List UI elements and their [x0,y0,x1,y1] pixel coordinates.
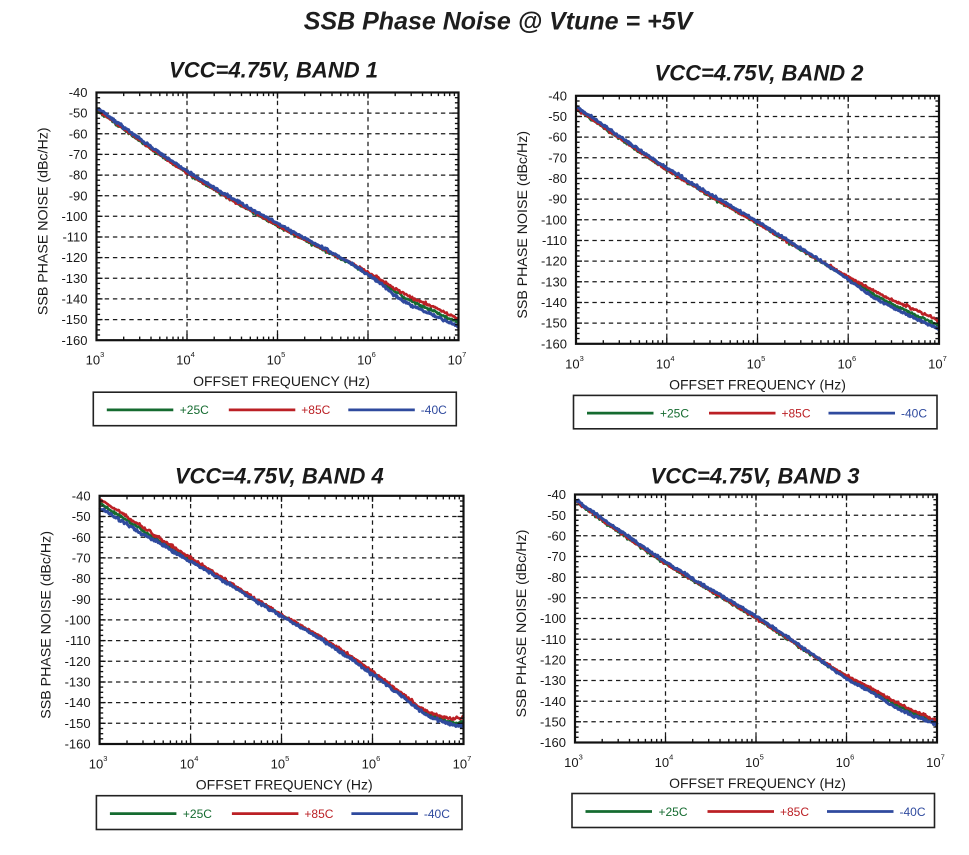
svg-text:-40: -40 [69,85,88,100]
svg-text:-150: -150 [65,716,91,731]
svg-text:105: 105 [745,753,764,771]
svg-text:-140: -140 [541,295,567,310]
svg-text:-60: -60 [548,130,567,145]
svg-text:OFFSET FREQUENCY (Hz): OFFSET FREQUENCY (Hz) [196,777,373,793]
svg-text:-120: -120 [65,654,91,669]
svg-text:+85C: +85C [301,403,330,417]
svg-text:-80: -80 [72,571,91,586]
svg-text:-100: -100 [65,613,91,628]
svg-text:-80: -80 [69,168,88,183]
svg-text:SSB Phase Noise @ Vtune = +5V: SSB Phase Noise @ Vtune = +5V [304,8,695,36]
svg-text:+85C: +85C [780,805,809,819]
svg-text:-100: -100 [61,209,87,224]
svg-text:+85C: +85C [782,406,811,420]
svg-text:-120: -120 [541,254,567,269]
svg-text:-130: -130 [61,271,87,286]
svg-text:-110: -110 [542,233,567,248]
svg-text:-40C: -40C [901,406,927,420]
svg-text:105: 105 [271,754,290,772]
svg-text:-130: -130 [541,274,567,289]
svg-text:-60: -60 [72,530,91,545]
svg-text:104: 104 [656,354,675,372]
svg-text:-90: -90 [548,192,567,207]
svg-text:-130: -130 [65,675,91,690]
svg-text:-50: -50 [72,509,91,524]
svg-text:-110: -110 [541,632,566,647]
svg-text:-90: -90 [72,592,91,607]
svg-text:-160: -160 [61,333,87,348]
svg-text:OFFSET FREQUENCY (Hz): OFFSET FREQUENCY (Hz) [669,775,846,791]
svg-text:106: 106 [836,753,855,771]
svg-text:+85C: +85C [304,807,333,821]
svg-text:-110: -110 [62,230,87,245]
svg-text:-160: -160 [65,737,91,752]
svg-text:105: 105 [747,354,766,372]
svg-text:OFFSET FREQUENCY (Hz): OFFSET FREQUENCY (Hz) [669,376,846,392]
svg-text:105: 105 [267,350,286,368]
svg-text:SSB PHASE NOISE (dBc/Hz): SSB PHASE NOISE (dBc/Hz) [515,131,531,319]
svg-text:104: 104 [176,350,195,368]
svg-text:-60: -60 [547,528,566,543]
svg-text:-150: -150 [541,316,567,331]
svg-text:-150: -150 [61,312,87,327]
svg-text:-70: -70 [72,551,91,566]
svg-text:-40: -40 [548,88,567,103]
svg-text:-160: -160 [541,336,567,351]
svg-text:-90: -90 [69,188,88,203]
svg-text:-160: -160 [540,735,566,750]
svg-text:VCC=4.75V, BAND 4: VCC=4.75V, BAND 4 [175,464,384,489]
svg-text:-100: -100 [540,611,566,626]
svg-text:106: 106 [362,754,381,772]
svg-text:106: 106 [357,350,376,368]
svg-text:-40C: -40C [421,403,447,417]
svg-text:-140: -140 [540,694,566,709]
svg-text:-80: -80 [548,171,567,186]
svg-text:-90: -90 [547,590,566,605]
svg-text:-40: -40 [547,487,566,502]
svg-text:SSB PHASE NOISE (dBc/Hz): SSB PHASE NOISE (dBc/Hz) [39,531,55,719]
svg-text:SSB PHASE NOISE (dBc/Hz): SSB PHASE NOISE (dBc/Hz) [36,127,52,315]
svg-text:SSB PHASE NOISE (dBc/Hz): SSB PHASE NOISE (dBc/Hz) [514,530,530,718]
svg-text:-40C: -40C [424,807,450,821]
svg-text:106: 106 [837,354,856,372]
svg-text:+25C: +25C [659,805,688,819]
svg-text:OFFSET FREQUENCY (Hz): OFFSET FREQUENCY (Hz) [193,373,370,389]
svg-text:104: 104 [655,753,674,771]
svg-text:-130: -130 [540,673,566,688]
svg-text:-50: -50 [547,508,566,523]
svg-text:-70: -70 [548,150,567,165]
svg-text:-140: -140 [61,292,87,307]
svg-text:-120: -120 [61,250,87,265]
svg-text:107: 107 [928,354,947,372]
svg-text:+25C: +25C [183,807,212,821]
svg-text:103: 103 [564,753,583,771]
svg-text:107: 107 [926,753,945,771]
svg-text:-70: -70 [547,549,566,564]
svg-text:107: 107 [448,350,467,368]
svg-text:VCC=4.75V, BAND 1: VCC=4.75V, BAND 1 [169,57,378,82]
svg-text:103: 103 [89,754,108,772]
svg-text:+25C: +25C [180,403,209,417]
svg-text:VCC=4.75V, BAND 3: VCC=4.75V, BAND 3 [651,463,860,488]
svg-text:107: 107 [453,754,472,772]
svg-text:104: 104 [180,754,199,772]
svg-text:-80: -80 [547,570,566,585]
svg-text:-50: -50 [69,106,88,121]
svg-text:-100: -100 [541,212,567,227]
svg-text:-40C: -40C [900,805,926,819]
svg-text:-70: -70 [69,147,88,162]
svg-text:-50: -50 [548,109,567,124]
svg-text:+25C: +25C [660,406,689,420]
svg-text:103: 103 [86,350,105,368]
svg-text:-120: -120 [540,652,566,667]
svg-text:VCC=4.75V, BAND 2: VCC=4.75V, BAND 2 [655,61,865,86]
svg-text:103: 103 [565,354,584,372]
svg-text:-40: -40 [72,488,91,503]
svg-text:-60: -60 [69,126,88,141]
svg-text:-140: -140 [65,695,91,710]
svg-text:-150: -150 [540,714,566,729]
svg-text:-110: -110 [66,633,91,648]
